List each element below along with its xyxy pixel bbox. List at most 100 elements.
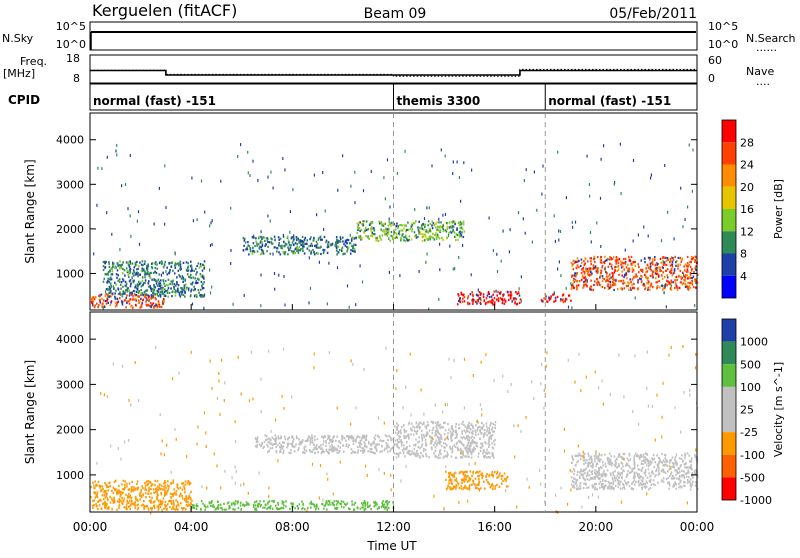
data-cell <box>147 289 149 291</box>
data-cell <box>377 508 379 510</box>
noise-cell <box>384 472 385 475</box>
data-cell <box>407 240 409 242</box>
noise-cell <box>352 363 353 366</box>
data-cell <box>287 236 289 238</box>
data-cell <box>585 267 587 269</box>
data-cell <box>270 507 272 509</box>
data-cell <box>167 503 169 505</box>
data-cell <box>193 286 195 288</box>
data-cell <box>312 249 314 251</box>
noise-cell <box>567 503 568 506</box>
data-cell <box>450 431 452 433</box>
data-cell <box>500 475 502 477</box>
data-cell <box>685 264 687 266</box>
data-cell <box>248 504 250 506</box>
data-cell <box>172 281 174 283</box>
data-cell <box>276 437 278 439</box>
data-cell <box>459 297 461 299</box>
data-cell <box>336 436 338 438</box>
data-cell <box>156 282 158 284</box>
data-cell <box>646 453 648 455</box>
data-cell <box>435 226 437 228</box>
data-cell <box>146 299 148 301</box>
data-cell <box>660 262 662 264</box>
data-cell <box>584 479 586 481</box>
data-cell <box>452 430 454 432</box>
data-cell <box>669 459 671 461</box>
data-cell <box>258 243 260 245</box>
data-cell <box>555 297 557 299</box>
data-cell <box>280 247 282 249</box>
data-cell <box>144 260 146 262</box>
noise-cell <box>130 235 131 238</box>
data-cell <box>408 423 410 425</box>
data-cell <box>129 505 131 507</box>
data-cell <box>643 454 645 456</box>
data-cell <box>336 253 338 255</box>
noise-cell <box>132 276 133 279</box>
data-cell <box>364 502 366 504</box>
data-cell <box>415 234 417 236</box>
data-cell <box>548 297 550 299</box>
data-cell <box>633 468 635 470</box>
noise-cell <box>438 218 439 221</box>
data-cell <box>387 439 389 441</box>
data-cell <box>142 280 144 282</box>
data-cell <box>174 283 176 285</box>
data-cell <box>255 237 257 239</box>
data-cell <box>136 294 138 296</box>
data-cell <box>575 280 577 282</box>
data-cell <box>190 261 192 263</box>
data-cell <box>294 252 296 254</box>
data-cell <box>618 473 620 475</box>
data-cell <box>139 274 141 276</box>
data-cell <box>342 247 344 249</box>
data-cell <box>393 452 395 454</box>
data-cell <box>455 423 457 425</box>
data-cell <box>304 447 306 449</box>
data-cell <box>580 265 582 267</box>
noise-cell <box>333 493 334 496</box>
noise-cell <box>107 497 108 500</box>
data-cell <box>571 462 573 464</box>
noise-cell <box>596 222 597 225</box>
data-cell <box>473 299 475 301</box>
data-cell <box>348 247 350 249</box>
data-cell <box>329 445 331 447</box>
data-cell <box>686 472 688 474</box>
data-cell <box>630 281 632 283</box>
data-cell <box>654 256 656 258</box>
data-cell <box>395 432 397 434</box>
data-cell <box>463 445 465 447</box>
data-cell <box>671 281 673 283</box>
data-cell <box>635 273 637 275</box>
noise-cell <box>178 372 179 375</box>
data-cell <box>158 279 160 281</box>
data-cell <box>135 304 137 306</box>
data-cell <box>159 306 161 308</box>
data-cell <box>614 266 616 268</box>
data-cell <box>593 284 595 286</box>
data-cell <box>592 465 594 467</box>
data-cell <box>690 482 692 484</box>
data-cell <box>375 237 377 239</box>
data-cell <box>323 440 325 442</box>
data-cell <box>677 472 679 474</box>
data-cell <box>176 493 178 495</box>
data-cell <box>357 452 359 454</box>
data-cell <box>384 233 386 235</box>
data-cell <box>469 484 471 486</box>
data-cell <box>135 496 137 498</box>
data-cell <box>599 468 601 470</box>
data-cell <box>585 279 587 281</box>
data-cell <box>476 299 478 301</box>
data-cell <box>176 281 178 283</box>
data-cell <box>576 479 578 481</box>
data-cell <box>155 491 157 493</box>
colorbar-segment <box>722 276 736 298</box>
data-cell <box>682 474 684 476</box>
data-cell <box>596 278 598 280</box>
data-cell <box>436 430 438 432</box>
data-cell <box>388 225 390 227</box>
